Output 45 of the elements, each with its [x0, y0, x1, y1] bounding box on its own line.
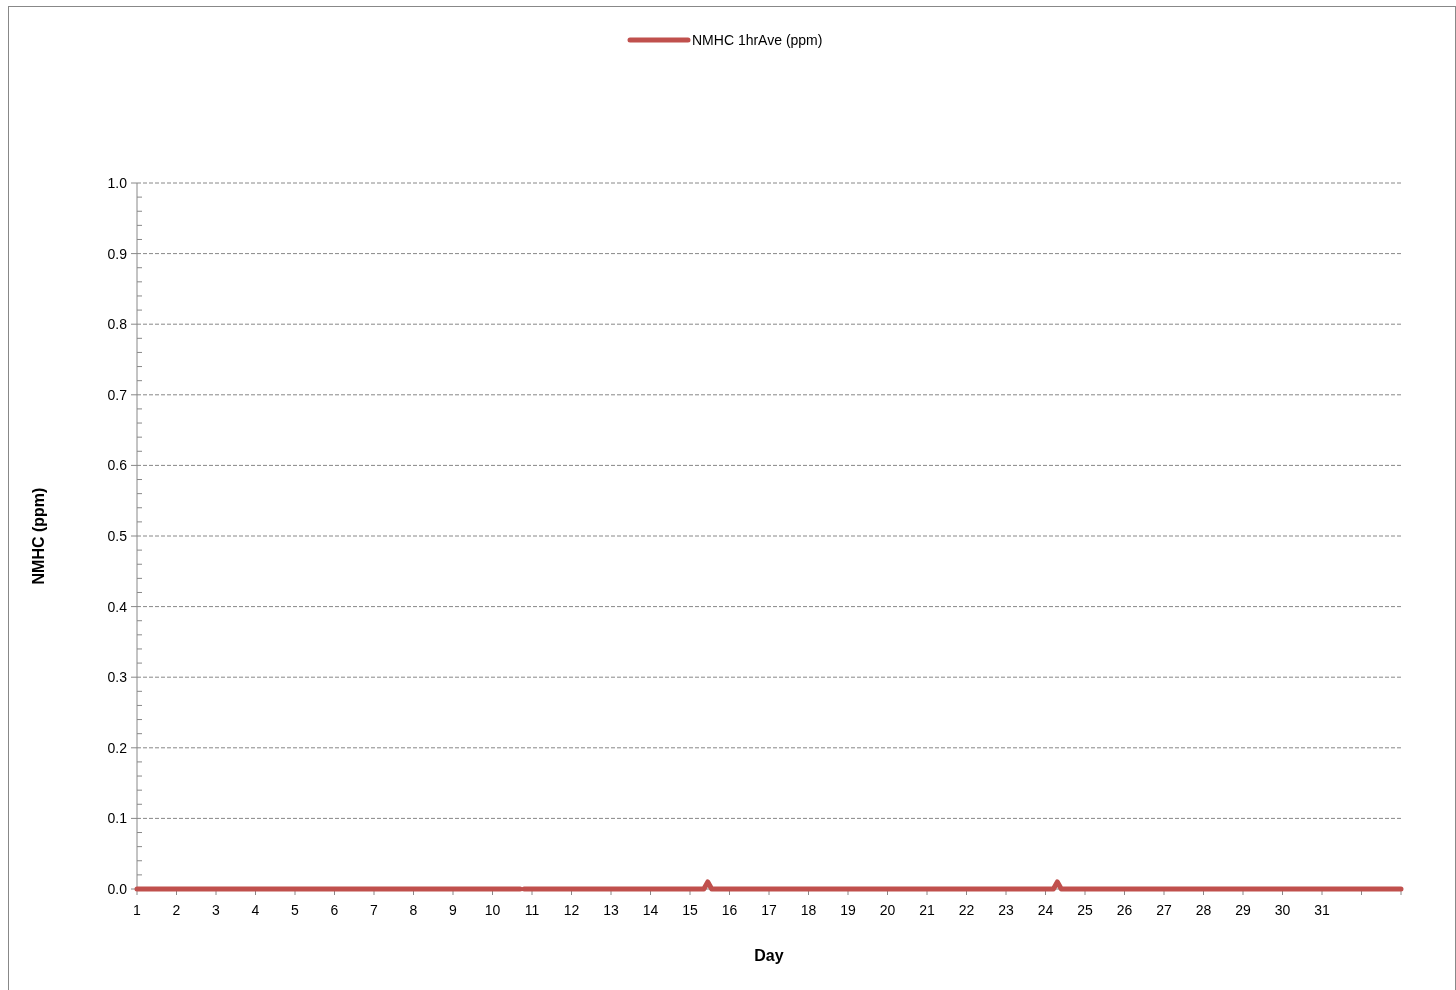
x-tick-label: 10 — [484, 902, 501, 918]
x-tick-label: 15 — [682, 902, 698, 918]
x-tick-label: 8 — [409, 902, 418, 918]
y-tick-label: 0.3 — [107, 669, 128, 686]
x-tick-label: 7 — [370, 902, 379, 918]
y-tick-label: 0.4 — [107, 598, 128, 615]
x-axis-title: Day — [754, 947, 784, 964]
x-tick-label: 19 — [840, 902, 856, 918]
x-tick-label: 25 — [1077, 902, 1093, 918]
x-tick-label: 14 — [642, 902, 659, 918]
x-tick-label: 3 — [212, 902, 221, 918]
x-tick-label: 16 — [721, 902, 738, 918]
x-tick-label: 27 — [1156, 902, 1172, 918]
x-tick-label: 13 — [603, 902, 619, 918]
y-tick-label: 0.2 — [107, 739, 128, 756]
x-tick-label: 31 — [1314, 902, 1330, 918]
y-tick-label: 0.9 — [107, 245, 128, 262]
legend-label: NMHC 1hrAve (ppm) — [692, 31, 823, 48]
x-tick-label: 20 — [879, 902, 896, 918]
x-tick-label: 23 — [998, 902, 1014, 918]
x-tick-label: 4 — [251, 902, 260, 918]
x-tick-label: 22 — [958, 902, 975, 918]
y-tick-label: 1.0 — [107, 174, 128, 191]
y-tick-label: 0.6 — [107, 457, 128, 474]
x-tick-label: 17 — [761, 902, 777, 918]
y-tick-label: 0.8 — [107, 316, 128, 333]
x-tick-label: 30 — [1274, 902, 1291, 918]
x-tick-label: 26 — [1116, 902, 1133, 918]
x-tick-label: 21 — [919, 902, 935, 918]
x-tick-label: 28 — [1195, 902, 1212, 918]
y-tick-label: 0.7 — [107, 386, 128, 403]
x-tick-label: 6 — [330, 902, 339, 918]
y-tick-label: 0.1 — [107, 810, 128, 827]
x-tick-label: 18 — [800, 902, 817, 918]
x-tick-label: 1 — [133, 902, 142, 918]
x-tick-label: 2 — [172, 902, 181, 918]
x-tick-label: 29 — [1235, 902, 1251, 918]
x-tick-label: 12 — [563, 902, 580, 918]
x-tick-label: 5 — [291, 902, 300, 918]
y-tick-label: 0.0 — [107, 880, 128, 897]
x-tick-label: 11 — [524, 902, 540, 918]
y-axis-title: NMHC (ppm) — [30, 487, 47, 585]
x-tick-label: 24 — [1037, 902, 1054, 918]
x-tick-label: 9 — [449, 902, 458, 918]
y-tick-label: 0.5 — [107, 527, 128, 544]
